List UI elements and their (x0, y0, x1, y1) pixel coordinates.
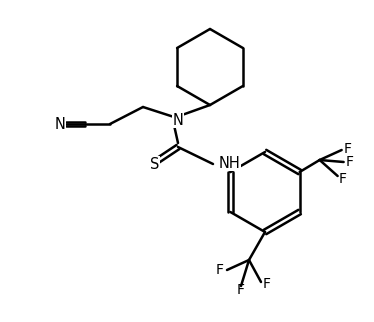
Text: S: S (150, 156, 160, 172)
Text: N: N (55, 117, 65, 131)
Text: F: F (338, 172, 347, 186)
Text: NH: NH (219, 156, 241, 171)
Text: F: F (263, 277, 271, 291)
Text: F: F (344, 142, 352, 156)
Text: N: N (172, 112, 183, 128)
Text: F: F (346, 155, 354, 169)
Text: F: F (216, 263, 224, 277)
Text: F: F (237, 283, 245, 297)
